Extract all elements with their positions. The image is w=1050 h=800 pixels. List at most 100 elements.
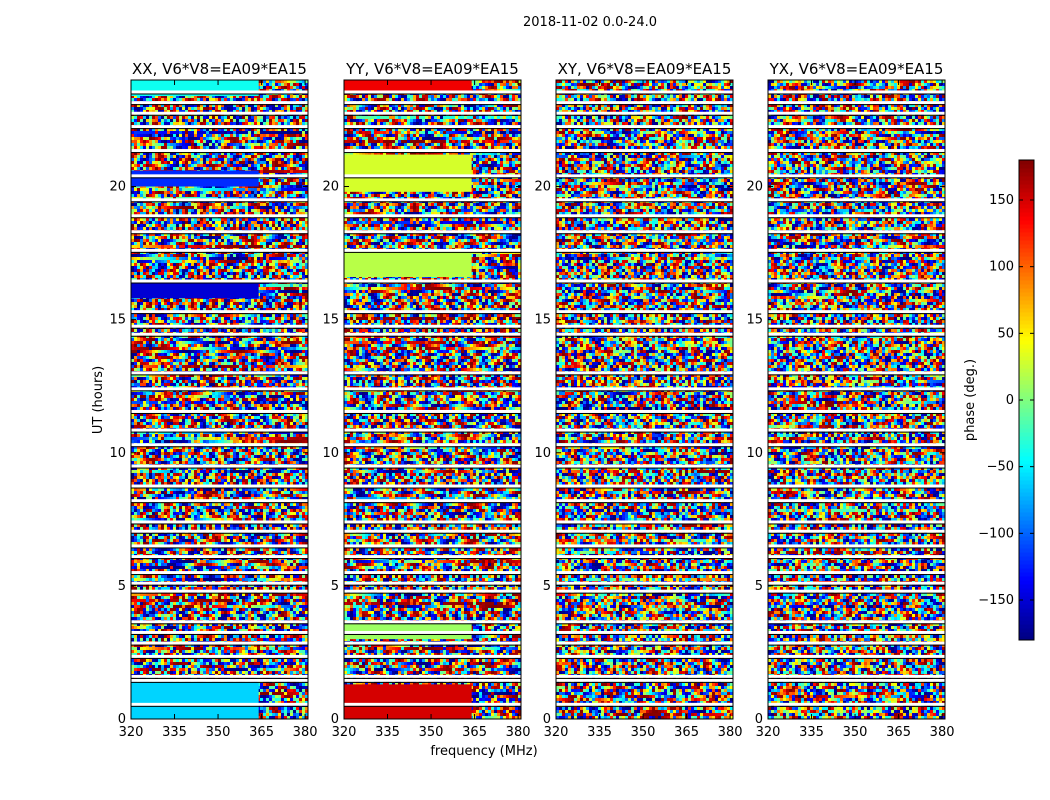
flag-gap [768, 571, 945, 575]
colorbar-segment [1019, 620, 1034, 625]
x-tick-label: 335 [375, 725, 400, 740]
flag-edge [344, 282, 521, 284]
flag-edge [344, 623, 521, 625]
flag-edge [344, 523, 521, 525]
colorbar-segment [1019, 232, 1034, 237]
flag-gap [768, 641, 945, 645]
panel-frame [555, 79, 734, 720]
colorbar-segment [1019, 612, 1034, 617]
flag-edge [344, 251, 521, 253]
colorbar-segment [1019, 304, 1034, 309]
colorbar-segment [1019, 572, 1034, 577]
colorbar-segment [1019, 392, 1034, 397]
y-tick-label: 20 [534, 180, 551, 195]
flag-gap [556, 125, 733, 129]
colorbar-segment [1019, 244, 1034, 249]
flag-edge [344, 177, 521, 179]
flag-edge [131, 431, 308, 433]
flag-gap [768, 214, 945, 218]
flag-edge [768, 412, 945, 414]
flag-edge [131, 282, 308, 284]
colorbar-segment [1019, 308, 1034, 313]
flag-gap [556, 387, 733, 391]
flag-gap [131, 589, 308, 593]
flag-gap [344, 641, 521, 645]
flag-edge [131, 177, 308, 179]
flag-gap [768, 484, 945, 488]
flag-edge [131, 487, 308, 489]
y-tick-label: 10 [746, 446, 763, 461]
colorbar-segment [1019, 380, 1034, 385]
y-tick-label: 5 [543, 579, 551, 594]
colorbar-segment [1019, 460, 1034, 465]
colorbar-segment [1019, 188, 1034, 193]
x-tick-label: 350 [206, 725, 231, 740]
x-tick-label: 380 [293, 725, 318, 740]
flag-edge [131, 657, 308, 659]
flag-edge [344, 128, 521, 130]
flag-edge [768, 623, 945, 625]
flag-gap [131, 499, 308, 503]
flag-gap [344, 174, 521, 178]
flag-edge [344, 532, 521, 534]
flag-gap [344, 198, 521, 202]
flag-gap [556, 310, 733, 314]
flag-gap [344, 371, 521, 375]
flag-gap [556, 428, 733, 432]
flag-gap [131, 332, 308, 336]
flag-edge [768, 431, 945, 433]
uniform-block [131, 170, 259, 187]
colorbar-segment [1019, 332, 1034, 337]
flag-edge [131, 251, 308, 253]
flag-gap [131, 484, 308, 488]
flag-edge [768, 547, 945, 549]
flag-gap [344, 443, 521, 447]
flag-gap [131, 111, 308, 115]
flag-edge [556, 282, 733, 284]
flag-edge [768, 502, 945, 504]
flag-gap [768, 654, 945, 658]
flag-edge [556, 644, 733, 646]
flag-edge [768, 201, 945, 203]
flag-edge [131, 335, 308, 337]
flag-gap [556, 654, 733, 658]
colorbar-segment [1019, 600, 1034, 605]
flag-gap [768, 520, 945, 524]
flag-gap [131, 678, 308, 682]
y-tick-label: 15 [534, 313, 551, 328]
colorbar-segment [1019, 432, 1034, 437]
flag-gap [768, 371, 945, 375]
colorbar-segment [1019, 160, 1034, 165]
x-tick-label: 365 [674, 725, 699, 740]
flag-edge [131, 446, 308, 448]
colorbar-segment [1019, 172, 1034, 177]
flag-gap [131, 174, 308, 178]
y-tick-label: 0 [543, 712, 551, 727]
flag-gap [344, 464, 521, 468]
flag-edge [131, 313, 308, 315]
flag-gap [556, 589, 733, 593]
flag-gap [556, 90, 733, 94]
flag-gap [131, 371, 308, 375]
colorbar-segment [1019, 240, 1034, 245]
colorbar-segment [1019, 196, 1034, 201]
flag-edge [344, 313, 521, 315]
flag-gap [131, 310, 308, 314]
flag-edge [131, 152, 308, 154]
y-tick-label: 15 [746, 313, 763, 328]
flag-gap [344, 520, 521, 524]
flag-gap [131, 324, 308, 328]
colorbar-segment [1019, 280, 1034, 285]
flag-edge [131, 93, 308, 95]
colorbar-segment [1019, 624, 1034, 629]
flag-edge [344, 201, 521, 203]
y-tick-label: 10 [534, 446, 551, 461]
colorbar-segment [1019, 608, 1034, 613]
flag-gap [556, 702, 733, 706]
x-tick-label: 320 [756, 725, 781, 740]
colorbar-tick-label: 0 [1006, 393, 1014, 408]
flag-gap [768, 464, 945, 468]
colorbar-segment [1019, 248, 1034, 253]
colorbar-tick-label: −150 [978, 593, 1014, 608]
flag-gap [768, 174, 945, 178]
